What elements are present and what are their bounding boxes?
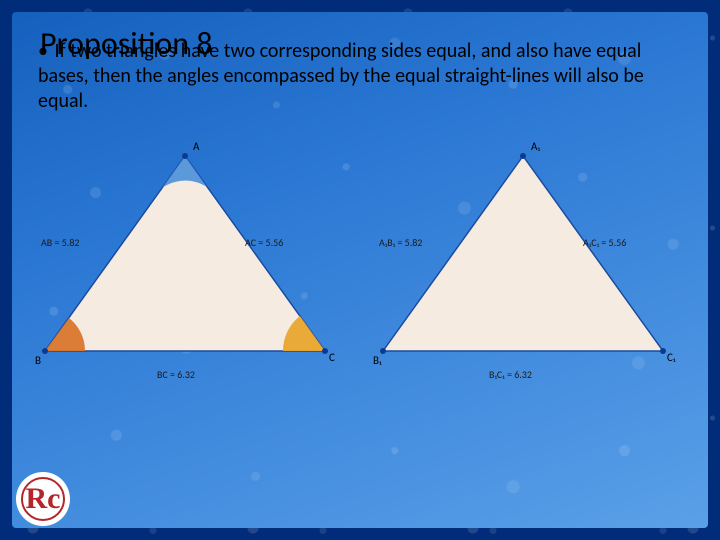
logo-badge: Rc — [16, 472, 70, 526]
measure-ab: AB = 5.82 — [41, 236, 79, 249]
body-content: If two triangles have two corresponding … — [38, 39, 644, 113]
vertex-c1-label: C₁ — [667, 351, 676, 364]
measure-ac: AC = 5.56 — [245, 236, 283, 249]
figures-row: A B C AB = 5.82 AC = 5.56 BC = 6.32 — [34, 136, 686, 398]
measure-b1c1: B₁C₁ = 6.32 — [489, 368, 532, 381]
vertex-a1-label: A₁ — [531, 140, 540, 153]
slide-body: • If two triangles have two correspondin… — [38, 39, 678, 114]
vertex-a-label: A — [193, 140, 200, 153]
vertex-c-label: C — [329, 351, 335, 364]
vertex-b-label: B — [35, 354, 41, 367]
vertex-b1-label: B₁ — [373, 354, 382, 367]
bullet-icon: • — [38, 39, 48, 63]
measure-a1b1: A₁B₁ = 5.82 — [379, 236, 422, 249]
triangle-left: A B C AB = 5.82 AC = 5.56 BC = 6.32 — [35, 136, 347, 398]
triangle-right: A₁ B₁ C₁ A₁B₁ = 5.82 A₁C₁ = 5.56 B₁C₁ = … — [373, 136, 685, 398]
measure-bc: BC = 6.32 — [157, 368, 195, 381]
measure-a1c1: A₁C₁ = 5.56 — [583, 236, 626, 249]
